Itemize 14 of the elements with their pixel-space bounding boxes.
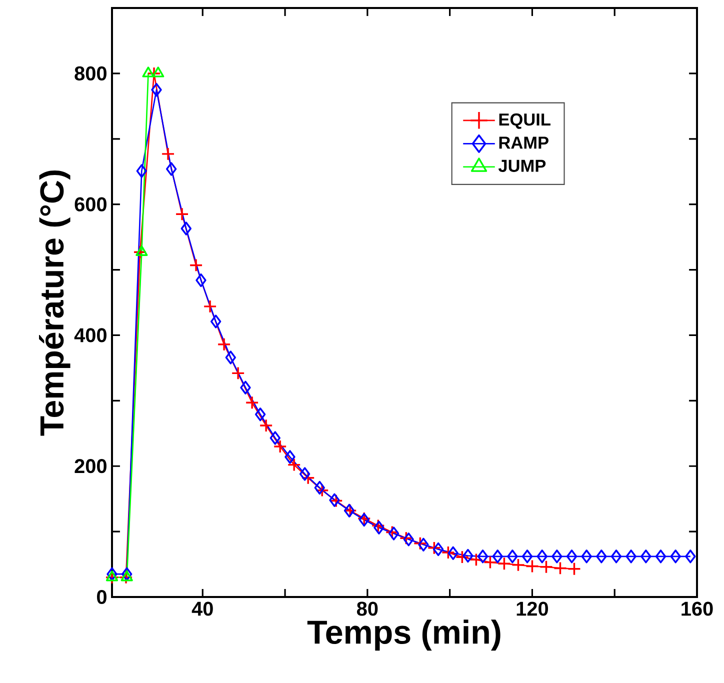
legend-label: JUMP xyxy=(498,160,546,172)
y-tick-label: 0 xyxy=(97,590,106,604)
legend-label: EQUIL xyxy=(499,113,550,129)
x-tick-label: 120 xyxy=(516,602,548,616)
x-axis-title: Temps (min) xyxy=(307,620,500,651)
y-axis-title: Température (°C) xyxy=(39,170,70,436)
legend-label: RAMP xyxy=(499,136,548,149)
y-tick-label: 200 xyxy=(74,459,106,474)
y-tick-label: 600 xyxy=(74,197,106,212)
x-tick-label: 160 xyxy=(682,602,713,616)
x-tick-label: 80 xyxy=(356,602,378,616)
y-tick-label: 400 xyxy=(74,328,106,342)
x-tick-label: 40 xyxy=(192,602,213,616)
y-tick-label: 800 xyxy=(74,66,106,80)
